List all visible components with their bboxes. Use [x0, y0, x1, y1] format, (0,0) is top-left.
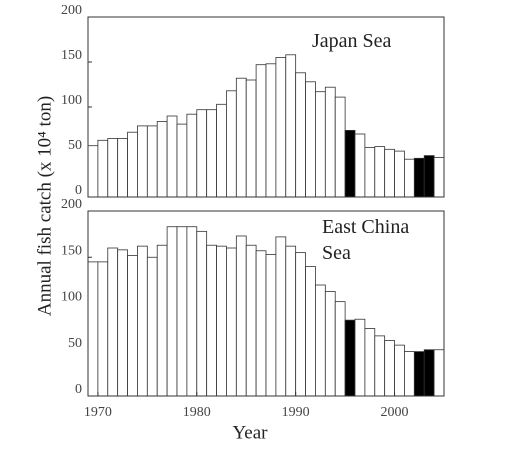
- bar: [334, 96, 346, 198]
- y-tick-label: 0: [75, 382, 82, 397]
- bar: [404, 351, 415, 397]
- bar: [275, 236, 287, 397]
- bar: [324, 86, 336, 198]
- bar: [245, 79, 257, 198]
- bar: [364, 147, 376, 198]
- bar: [186, 226, 198, 397]
- bar: [245, 244, 257, 397]
- bar: [265, 63, 277, 198]
- plot-frame: [87, 210, 445, 397]
- bar: [285, 245, 297, 397]
- y-tick-label: 150: [61, 48, 82, 63]
- bar: [176, 226, 188, 397]
- bar: [305, 266, 316, 397]
- bar: [255, 64, 267, 198]
- bar: [344, 319, 356, 397]
- bar: [305, 81, 316, 198]
- bar: [216, 103, 227, 198]
- x-tick-label: 2000: [381, 405, 409, 420]
- bar: [315, 91, 326, 198]
- x-axis-label: Year: [232, 422, 268, 443]
- bar: [344, 129, 356, 198]
- bar: [364, 328, 376, 397]
- bar: [255, 250, 267, 397]
- bar: [295, 252, 306, 397]
- bar: [166, 226, 178, 397]
- bar: [117, 249, 128, 397]
- bar: [275, 57, 287, 198]
- bar: [394, 344, 405, 397]
- bar: [186, 113, 198, 198]
- bar: [394, 150, 405, 198]
- bar: [324, 291, 336, 397]
- bar: [295, 72, 306, 198]
- y-tick-label: 200: [61, 3, 82, 18]
- y-tick-label: 0: [75, 183, 82, 198]
- panel-title: Japan Sea: [312, 30, 392, 52]
- bar: [137, 245, 148, 397]
- bar: [374, 335, 386, 397]
- bar: [433, 349, 445, 397]
- bar: [196, 230, 208, 397]
- bar: [196, 109, 208, 198]
- y-tick-label: 100: [61, 93, 82, 108]
- bar: [127, 254, 138, 397]
- panel-title: East China Sea: [322, 216, 410, 264]
- bar: [354, 133, 366, 198]
- bar: [404, 158, 415, 198]
- x-tick-label: 1980: [183, 405, 211, 420]
- bar: [235, 235, 247, 397]
- bar: [413, 157, 425, 198]
- bar: [433, 156, 445, 198]
- bar: [226, 247, 237, 397]
- bar: [423, 349, 435, 397]
- bar: [97, 139, 109, 198]
- y-tick-label: 50: [68, 138, 82, 153]
- bar: [166, 115, 178, 198]
- bar: [384, 340, 395, 397]
- bar: [285, 54, 297, 198]
- bar: [176, 123, 188, 198]
- bar: [87, 145, 99, 198]
- bar: [374, 146, 386, 198]
- bar: [265, 254, 277, 397]
- bar: [413, 351, 425, 397]
- bar: [206, 244, 217, 397]
- bar: [127, 131, 138, 198]
- bar: [226, 90, 237, 198]
- bar: [156, 244, 168, 397]
- bar: [315, 284, 326, 397]
- plot-frame: [87, 16, 445, 198]
- bar: [216, 245, 227, 397]
- bar: [384, 148, 395, 198]
- bar: [146, 125, 158, 198]
- x-tick-label: 1970: [84, 405, 112, 420]
- bar: [334, 301, 346, 397]
- bar: [423, 155, 435, 198]
- y-axis-label: Annual fish catch (x 10⁴ ton): [34, 96, 55, 316]
- bar: [97, 261, 109, 397]
- bar: [146, 256, 158, 397]
- x-tick-label: 1990: [282, 405, 310, 420]
- bar: [235, 77, 247, 198]
- bar: [107, 138, 119, 198]
- y-tick-label: 150: [61, 243, 82, 258]
- bar: [137, 125, 148, 198]
- bar: [87, 261, 99, 397]
- bar: [107, 247, 119, 397]
- bar: [206, 109, 217, 198]
- y-tick-label: 100: [61, 290, 82, 305]
- y-tick-label: 200: [61, 197, 82, 212]
- bar: [354, 318, 366, 397]
- y-tick-label: 50: [68, 336, 82, 351]
- bar: [117, 138, 128, 198]
- bar: [156, 121, 168, 198]
